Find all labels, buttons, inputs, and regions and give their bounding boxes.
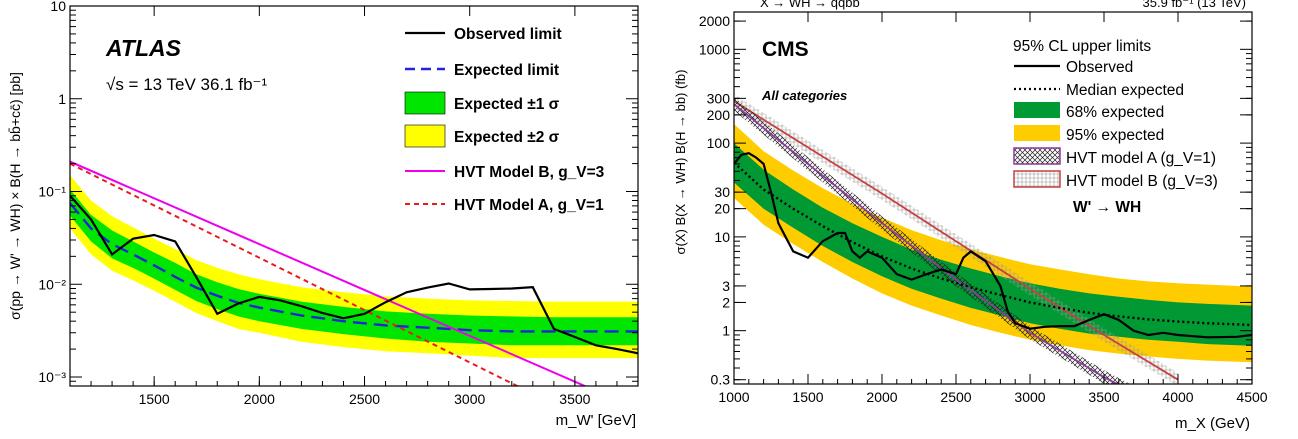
- cms-x-tick-label: 4000: [1162, 389, 1193, 405]
- cms-y-tick-label: 3: [722, 278, 730, 294]
- cms-y-tick-label: 30: [714, 184, 730, 200]
- cms-x-axis-label: m_X (GeV): [1175, 415, 1250, 432]
- atlas-y-tick-label: 10⁻¹: [38, 184, 66, 200]
- cms-x-tick-label: 1500: [792, 389, 823, 405]
- cms-legend: 95% CL upper limits Observed Median expe…: [1013, 38, 1218, 216]
- atlas-y-tick-label: 10⁻³: [38, 369, 66, 385]
- atlas-legend-modela: HVT Model A, g_V=1: [454, 197, 604, 214]
- cms-legend-modela: HVT model A (g_V=1): [1066, 150, 1216, 167]
- atlas-x-tick-label: 3000: [454, 391, 485, 407]
- cms-y-tick-label: 0.3: [711, 372, 731, 388]
- atlas-x-tick-label: 2000: [244, 391, 275, 407]
- atlas-legend-band1-swatch: [404, 91, 446, 115]
- atlas-axes: 1500 2000 2500 3000 3500 10⁻³ 10⁻² 10⁻¹ 1 10: [38, 0, 639, 407]
- cms-top-left-label: X → WH → qqbb: [760, 0, 860, 10]
- atlas-legend-band2: Expected ±2 σ: [454, 129, 560, 146]
- atlas-subtitle: √s = 13 TeV 36.1 fb⁻¹: [106, 75, 268, 94]
- cms-annotation: All categories: [761, 88, 847, 103]
- cms-legend-modelb: HVT model B (g_V=3): [1066, 173, 1218, 190]
- atlas-x-axis-label: m_W' [GeV]: [556, 412, 636, 429]
- atlas-lines: [70, 160, 638, 386]
- atlas-legend-modelb: HVT Model B, g_V=3: [454, 164, 605, 181]
- atlas-band-2sigma: [70, 175, 638, 359]
- cms-y-tick-label: 2: [722, 294, 730, 310]
- cms-legend-band1: 68% expected: [1066, 104, 1164, 121]
- cms-axes: 1000 1500 2000 2500 3000 3500 4000 4500 0.3 1 23 10…: [699, 12, 1268, 405]
- atlas-x-tick-label: 1500: [139, 391, 170, 407]
- cms-x-tick-label: 1000: [718, 389, 749, 405]
- cms-legend-header: 95% CL upper limits: [1013, 38, 1151, 55]
- cms-legend-footer: W' → WH: [1073, 199, 1141, 216]
- cms-chart: X → WH → qqbb 35.9 fb⁻¹ (13 TeV) 1000 150…: [673, 0, 1268, 432]
- cms-expected-line: [734, 161, 1252, 327]
- atlas-legend-observed: Observed limit: [454, 26, 562, 43]
- cms-y-tick-label: 200: [707, 107, 731, 123]
- cms-lines: [734, 94, 1252, 384]
- atlas-legend-expected: Expected limit: [454, 62, 559, 79]
- atlas-y-tick-label: 10⁻²: [38, 276, 66, 292]
- cms-y-tick-label: 1000: [699, 41, 730, 57]
- cms-x-tick-label: 2000: [866, 389, 897, 405]
- atlas-legend-band2-swatch: [404, 124, 446, 148]
- atlas-y-axis-label: σ(pp → W' → WH) × B(H → bb̄+cc̄) [pb]: [7, 72, 23, 320]
- cms-y-tick-label: 100: [707, 135, 731, 151]
- cms-y-tick-label: 2000: [699, 13, 730, 29]
- cms-x-tick-label: 2500: [940, 389, 971, 405]
- atlas-chart: 1500 2000 2500 3000 3500 10⁻³ 10⁻² 10⁻¹ 1 10 ATLA…: [7, 0, 639, 429]
- atlas-expected-line: [70, 202, 638, 333]
- cms-y-axis-label: σ(X) B(X → WH) B(H → bb) (fb): [673, 70, 688, 255]
- cms-top-right-label: 35.9 fb⁻¹ (13 TeV): [1143, 0, 1246, 10]
- atlas-model-a-line: [70, 162, 520, 386]
- atlas-legend-band1: Expected ±1 σ: [454, 96, 560, 113]
- cms-title: CMS: [762, 38, 809, 61]
- atlas-model-b-line: [70, 160, 588, 386]
- cms-legend-observed: Observed: [1066, 59, 1133, 76]
- atlas-y-tick-label: 10: [50, 0, 66, 14]
- cms-y-tick-label: 300: [707, 90, 731, 106]
- atlas-legend: Observed limit Expected limit Expected ±…: [404, 26, 605, 214]
- cms-x-tick-label: 3500: [1088, 389, 1119, 405]
- cms-legend-band1-swatch: [1014, 102, 1060, 118]
- atlas-title: ATLAS: [105, 35, 182, 61]
- cms-model-b-line: [734, 100, 1179, 381]
- cms-x-tick-label: 3000: [1014, 389, 1045, 405]
- cms-observed-line: [734, 152, 1252, 339]
- atlas-y-tick-label: 1: [58, 91, 66, 107]
- atlas-x-tick-label: 3500: [559, 391, 590, 407]
- cms-legend-band2-swatch: [1014, 125, 1060, 141]
- cms-legend-band2: 95% expected: [1066, 127, 1164, 144]
- cms-plot-frame: [733, 11, 1253, 385]
- atlas-observed-line: [70, 194, 638, 355]
- cms-y-tick-label: 1: [722, 323, 730, 339]
- atlas-x-tick-label: 2500: [349, 391, 380, 407]
- cms-x-tick-label: 4500: [1236, 389, 1267, 405]
- cms-legend-expected: Median expected: [1066, 82, 1184, 99]
- cms-y-tick-label: 10: [714, 229, 730, 245]
- cms-legend-modela-swatch: [1013, 147, 1061, 165]
- cms-y-tick-label: 20: [714, 201, 730, 217]
- cms-legend-modelb-swatch: [1013, 170, 1061, 188]
